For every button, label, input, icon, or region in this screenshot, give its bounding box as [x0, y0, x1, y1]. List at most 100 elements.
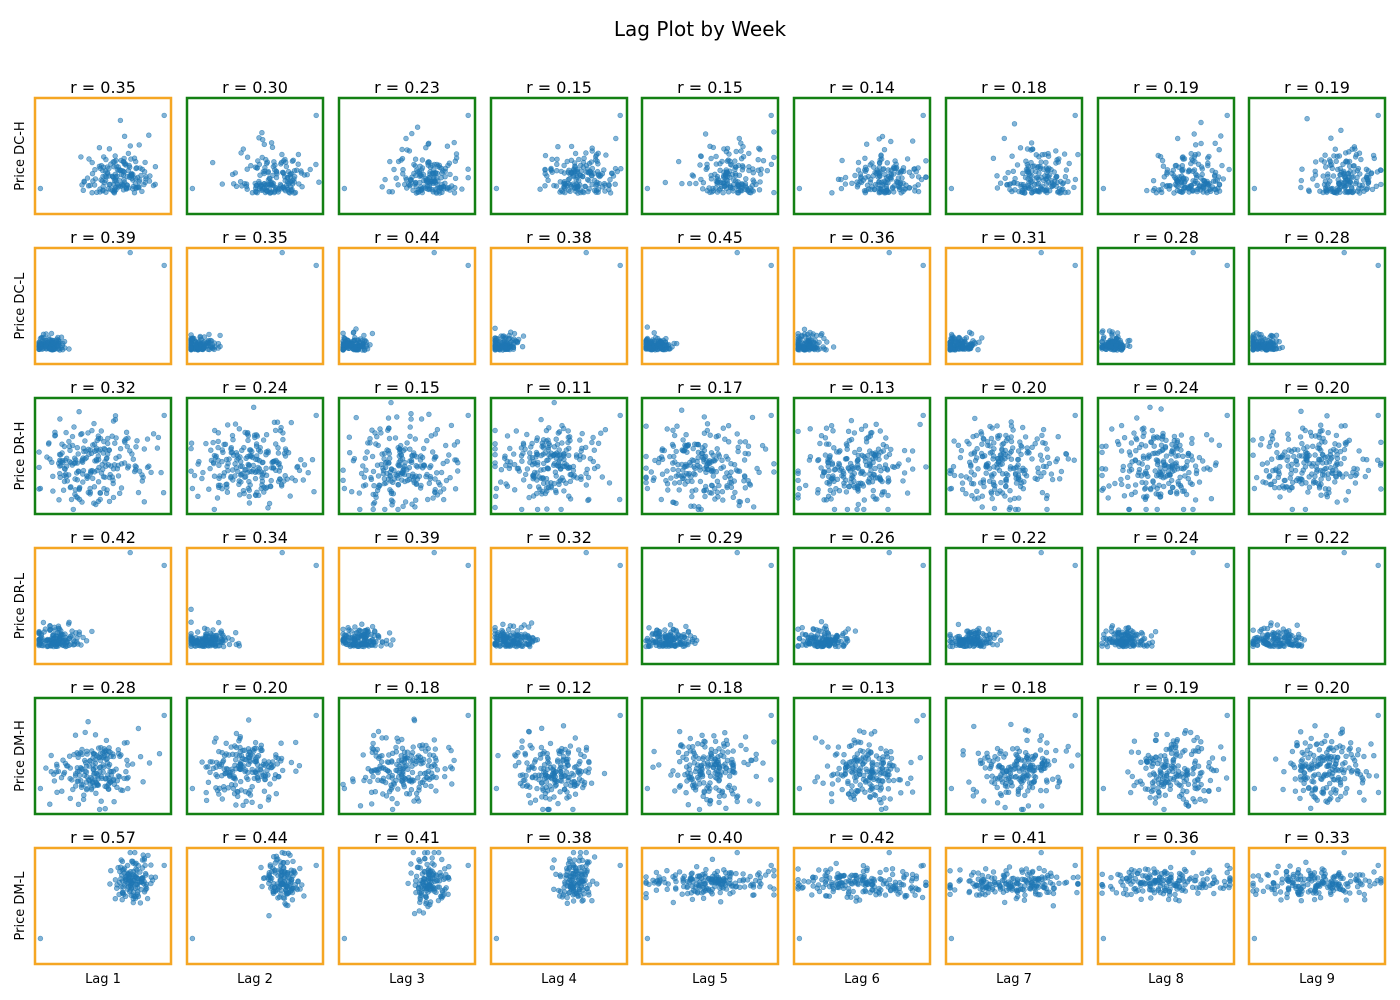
data-point — [1346, 163, 1353, 170]
data-point — [261, 141, 267, 148]
data-point — [586, 177, 592, 184]
data-point — [720, 497, 726, 503]
data-point — [397, 446, 403, 453]
data-point — [920, 112, 926, 119]
data-point — [1003, 483, 1009, 489]
data-point — [237, 454, 243, 460]
data-point — [880, 166, 886, 173]
data-point — [369, 623, 376, 630]
data-point — [67, 633, 74, 639]
panel-frame — [185, 96, 325, 216]
data-point — [555, 144, 561, 150]
data-point — [1125, 338, 1131, 344]
data-point — [608, 170, 615, 176]
data-point — [1328, 186, 1335, 192]
data-point — [849, 180, 855, 187]
data-point — [988, 490, 995, 496]
data-point — [263, 452, 269, 458]
data-point — [1207, 186, 1213, 193]
data-point — [831, 506, 838, 513]
data-point — [651, 330, 657, 336]
data-point — [1331, 153, 1337, 159]
data-point — [732, 166, 738, 173]
data-point — [690, 457, 697, 464]
data-point — [1326, 459, 1333, 465]
data-point — [1124, 474, 1131, 481]
data-point — [104, 164, 111, 170]
data-point — [870, 487, 876, 494]
data-point — [244, 431, 250, 437]
data-point — [383, 637, 390, 644]
data-point — [264, 159, 271, 165]
data-point — [849, 465, 856, 472]
data-point — [47, 622, 53, 629]
data-point — [917, 421, 923, 428]
data-point — [589, 145, 595, 151]
data-point — [1046, 172, 1053, 178]
data-point — [1305, 187, 1312, 193]
data-point — [130, 171, 136, 178]
data-point — [723, 453, 729, 460]
data-point — [1060, 180, 1067, 186]
data-point — [301, 462, 308, 468]
data-point — [37, 341, 43, 348]
data-point — [878, 153, 884, 159]
data-point — [341, 335, 348, 342]
data-point — [409, 501, 415, 507]
data-point — [71, 641, 78, 647]
data-point — [275, 478, 282, 485]
data-point — [465, 175, 471, 181]
data-point — [883, 435, 889, 441]
data-point — [692, 465, 698, 471]
correlation-label: r = 0.15 — [526, 78, 592, 97]
data-point — [876, 173, 883, 179]
data-point — [50, 488, 56, 494]
data-point — [434, 470, 440, 476]
data-point — [1007, 466, 1013, 472]
data-point — [1289, 506, 1296, 513]
data-point — [669, 460, 676, 466]
data-point — [386, 630, 393, 636]
data-point — [364, 342, 370, 348]
data-point — [62, 642, 69, 648]
data-point — [228, 473, 234, 480]
data-point — [507, 462, 513, 469]
data-point — [1321, 159, 1328, 165]
data-point — [979, 441, 985, 447]
data-point — [100, 154, 107, 160]
data-point — [859, 452, 865, 458]
data-point — [689, 493, 695, 500]
data-point — [565, 428, 571, 434]
data-point — [733, 148, 739, 155]
data-point — [698, 450, 705, 457]
data-point — [1276, 339, 1282, 345]
data-point — [133, 165, 139, 172]
data-point — [874, 475, 881, 481]
data-point — [861, 167, 868, 173]
data-point — [1205, 181, 1212, 188]
data-point — [413, 179, 419, 186]
data-point — [881, 147, 888, 153]
data-point — [1031, 163, 1038, 169]
data-point — [369, 453, 376, 460]
data-point — [1276, 471, 1282, 477]
data-point — [880, 448, 887, 454]
lag-panel: r = 0.39 — [337, 528, 477, 666]
data-point — [857, 171, 864, 177]
data-point — [595, 161, 601, 167]
data-point — [132, 175, 139, 182]
data-point — [375, 442, 381, 449]
data-point — [841, 483, 847, 489]
data-point — [856, 446, 863, 453]
data-point — [1338, 423, 1345, 429]
data-point — [188, 468, 194, 474]
data-point — [1048, 471, 1055, 477]
data-point — [834, 476, 841, 482]
data-point — [771, 461, 777, 467]
data-point — [417, 485, 424, 491]
data-point — [1329, 454, 1335, 460]
data-point — [1189, 440, 1195, 446]
data-point — [1099, 472, 1105, 479]
data-point — [1250, 346, 1256, 353]
data-point — [465, 262, 471, 269]
